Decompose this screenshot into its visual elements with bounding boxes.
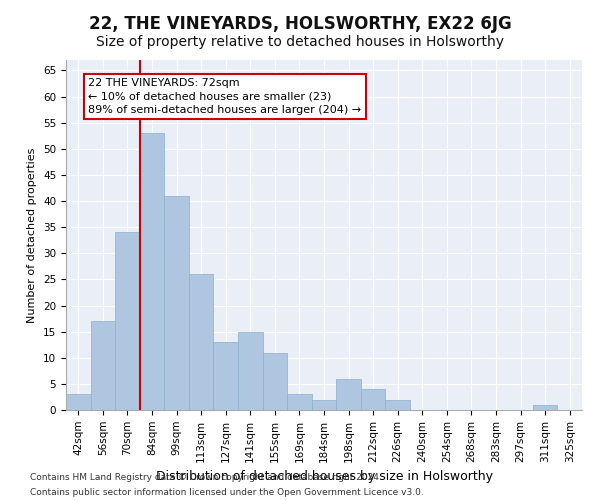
Bar <box>91 321 115 410</box>
Bar <box>164 196 189 410</box>
X-axis label: Distribution of detached houses by size in Holsworthy: Distribution of detached houses by size … <box>155 470 493 483</box>
Bar <box>263 352 287 410</box>
Bar <box>312 400 336 410</box>
Text: 22 THE VINEYARDS: 72sqm
← 10% of detached houses are smaller (23)
89% of semi-de: 22 THE VINEYARDS: 72sqm ← 10% of detache… <box>88 78 361 114</box>
Bar <box>214 342 238 410</box>
Text: Contains public sector information licensed under the Open Government Licence v3: Contains public sector information licen… <box>30 488 424 497</box>
Text: 22, THE VINEYARDS, HOLSWORTHY, EX22 6JG: 22, THE VINEYARDS, HOLSWORTHY, EX22 6JG <box>89 15 511 33</box>
Text: Contains HM Land Registry data © Crown copyright and database right 2024.: Contains HM Land Registry data © Crown c… <box>30 473 382 482</box>
Bar <box>115 232 140 410</box>
Bar <box>66 394 91 410</box>
Bar <box>140 133 164 410</box>
Bar <box>385 400 410 410</box>
Text: Size of property relative to detached houses in Holsworthy: Size of property relative to detached ho… <box>96 35 504 49</box>
Bar <box>336 378 361 410</box>
Bar <box>361 389 385 410</box>
Bar <box>533 405 557 410</box>
Bar <box>287 394 312 410</box>
Bar <box>189 274 214 410</box>
Bar <box>238 332 263 410</box>
Y-axis label: Number of detached properties: Number of detached properties <box>28 148 37 322</box>
